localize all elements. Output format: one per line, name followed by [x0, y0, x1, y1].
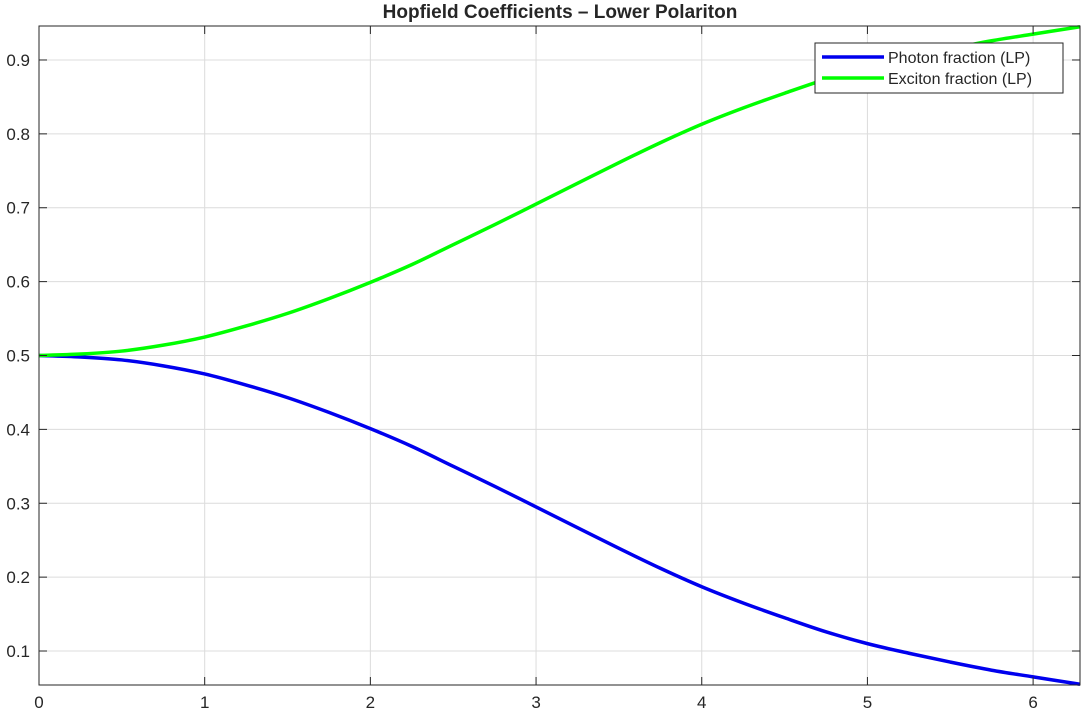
- y-tick-label: 0.3: [6, 494, 30, 513]
- x-tick-label: 5: [863, 693, 872, 712]
- x-tick-label: 0: [34, 693, 43, 712]
- legend: Photon fraction (LP) Exciton fraction (LP…: [814, 42, 1064, 94]
- legend-label-exciton-fraction: Exciton fraction (LP): [888, 71, 1032, 88]
- x-tick-label: 6: [1028, 693, 1037, 712]
- y-tick-label: 0.8: [6, 125, 30, 144]
- x-tick-label: 3: [531, 693, 540, 712]
- y-tick-label: 0.1: [6, 642, 30, 661]
- y-tick-label: 0.7: [6, 199, 30, 218]
- legend-box: [814, 42, 1064, 94]
- y-tick-label: 0.6: [6, 273, 30, 292]
- legend-label-photon-fraction: Photon fraction (LP): [888, 50, 1030, 67]
- chart-title: Hopfield Coefficients – Lower Polariton: [383, 2, 738, 23]
- x-tick-label: 2: [366, 693, 375, 712]
- y-tick-label: 0.2: [6, 568, 30, 587]
- y-tick-label: 0.9: [6, 51, 30, 70]
- y-tick-label: 0.5: [6, 347, 30, 366]
- x-tick-label: 1: [200, 693, 209, 712]
- grid: [38, 26, 1080, 685]
- x-tick-label: 4: [697, 693, 706, 712]
- axis-ticks: 0 1 2 3 4 5 6 0.1 0.2 0.3 0.4 0.5 0.6 0.7 0.8 0.9: [6, 26, 1080, 712]
- photon-fraction-line: [38, 353, 1081, 686]
- y-tick-label: 0.4: [6, 420, 30, 439]
